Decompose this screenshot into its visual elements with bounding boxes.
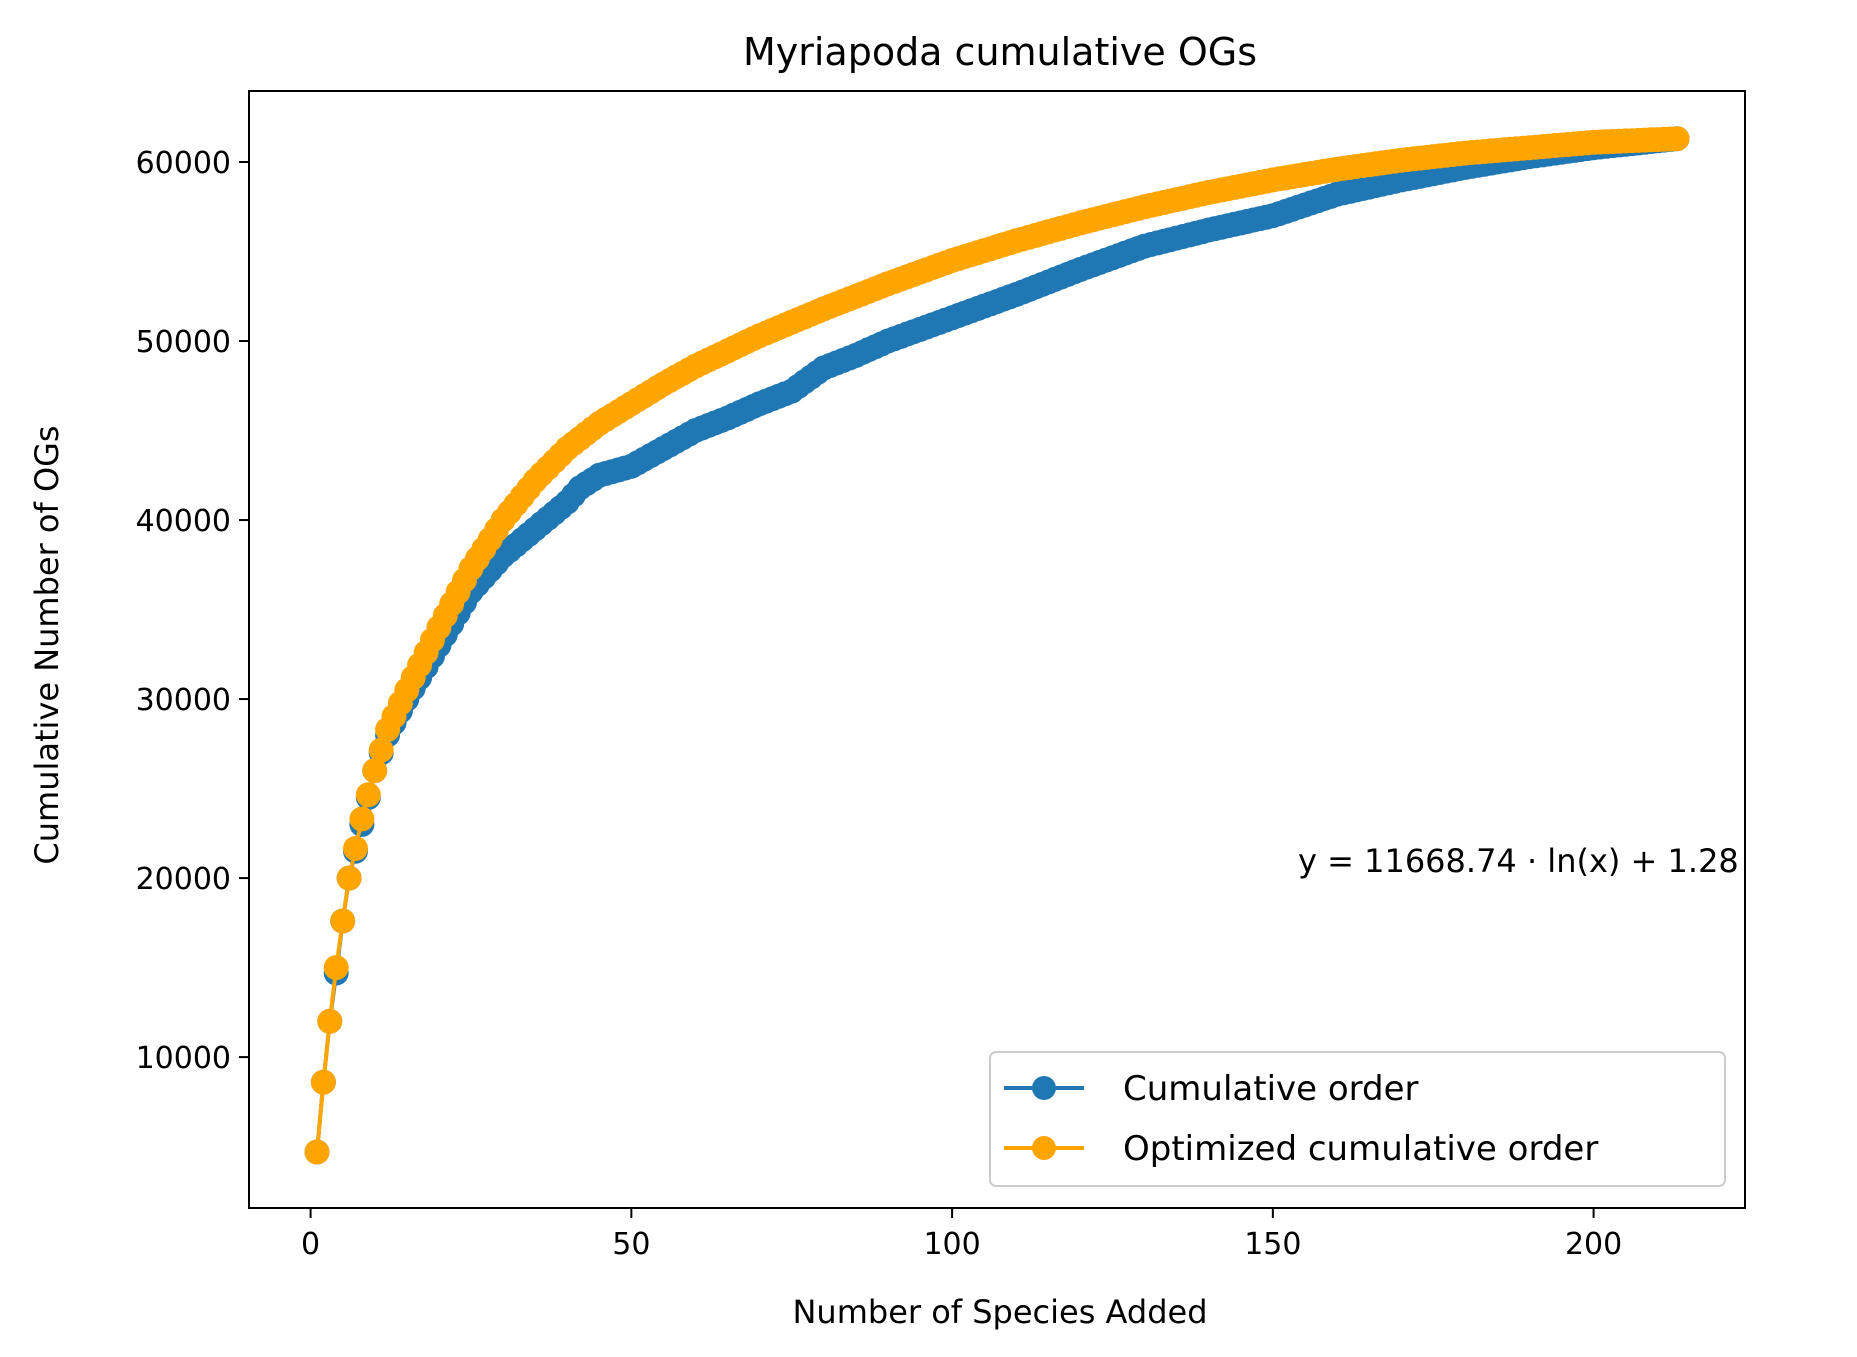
legend-label-cumulative: Cumulative order xyxy=(1123,1069,1419,1109)
chart-title: Myriapoda cumulative OGs xyxy=(743,30,1257,74)
series-1-point-1 xyxy=(304,1139,330,1165)
legend-label-optimized: Optimized cumulative order xyxy=(1123,1129,1598,1169)
legend-marker-cumulative xyxy=(1032,1076,1056,1100)
x-tick-label-1: 50 xyxy=(612,1227,650,1262)
y-tick-label-1: 20000 xyxy=(136,862,231,897)
series-1-point-5 xyxy=(330,908,356,934)
y-axis-title: Cumulative Number of OGs xyxy=(28,425,66,864)
y-tick-label-4: 50000 xyxy=(136,325,231,360)
y-tick-label-5: 60000 xyxy=(136,146,231,181)
plot-frame xyxy=(248,90,1746,1209)
series-1-point-10 xyxy=(362,758,388,784)
y-tick-label-3: 40000 xyxy=(136,504,231,539)
axes-layer: 0 50 100 150 200 10000 20000 30000 40000 50000 600… xyxy=(136,90,1746,1262)
y-tick-label-0: 10000 xyxy=(136,1041,231,1076)
series-1-point-8 xyxy=(349,806,375,832)
series-layer xyxy=(304,126,1690,1165)
series-1-point-2 xyxy=(310,1069,336,1095)
series-1-point-11 xyxy=(368,737,394,763)
x-axis-title: Number of Species Added xyxy=(792,1293,1207,1331)
series-1-point-4 xyxy=(323,955,349,981)
series-1-group xyxy=(304,126,1690,1165)
legend: Cumulative order Optimized cumulative or… xyxy=(989,1051,1726,1187)
x-tick-label-4: 200 xyxy=(1565,1227,1622,1262)
series-1-point-6 xyxy=(336,865,362,891)
series-1-point-7 xyxy=(343,836,368,861)
y-tick-label-2: 30000 xyxy=(136,683,231,718)
legend-box xyxy=(989,1051,1726,1187)
series-1-point-213 xyxy=(1664,126,1690,152)
fit-equation-annotation: y = 11668.74 · ln(x) + 1.28 xyxy=(1298,842,1739,880)
x-tick-label-2: 100 xyxy=(923,1227,980,1262)
series-1-point-3 xyxy=(317,1008,343,1034)
x-tick-label-3: 150 xyxy=(1244,1227,1301,1262)
series-1-point-9 xyxy=(355,782,381,808)
x-tick-label-0: 0 xyxy=(301,1227,320,1262)
legend-marker-optimized xyxy=(1032,1136,1056,1160)
